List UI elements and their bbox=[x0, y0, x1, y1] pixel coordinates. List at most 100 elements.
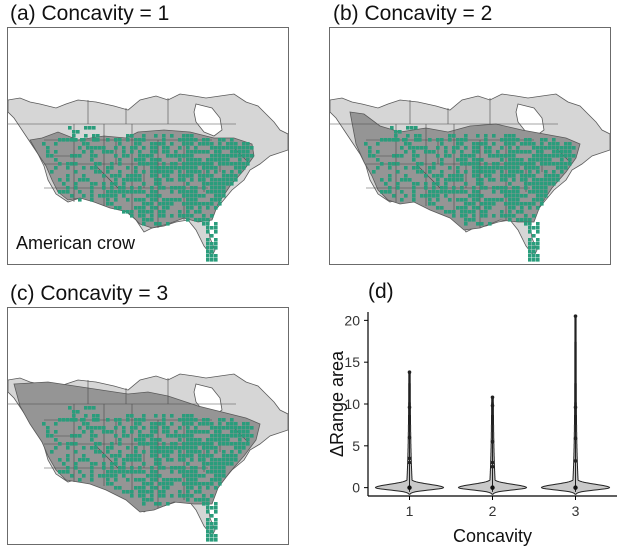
outlier-point bbox=[573, 459, 578, 463]
occurrence-cell bbox=[440, 158, 444, 162]
occurrence-cell bbox=[82, 458, 86, 462]
occurrence-cell bbox=[556, 174, 560, 178]
occurrence-cell bbox=[484, 150, 488, 154]
occurrence-cell bbox=[122, 182, 126, 186]
occurrence-cell bbox=[190, 194, 194, 198]
occurrence-cell bbox=[178, 446, 182, 450]
occurrence-cell bbox=[460, 178, 464, 182]
occurrence-cell bbox=[194, 202, 198, 206]
occurrence-cell bbox=[146, 482, 150, 486]
occurrence-cell bbox=[130, 490, 134, 494]
occurrence-cell bbox=[492, 198, 496, 202]
occurrence-cell bbox=[54, 422, 58, 426]
occurrence-cell bbox=[238, 146, 242, 150]
occurrence-cell bbox=[556, 154, 560, 158]
occurrence-cell bbox=[194, 186, 198, 190]
occurrence-cell bbox=[440, 186, 444, 190]
occurrence-cell bbox=[150, 474, 154, 478]
occurrence-cell bbox=[142, 414, 146, 418]
outlier-point bbox=[407, 405, 412, 410]
occurrence-cell bbox=[508, 210, 512, 214]
occurrence-cell bbox=[456, 178, 460, 182]
occurrence-cell bbox=[214, 154, 218, 158]
occurrence-cell bbox=[214, 462, 218, 466]
occurrence-cell bbox=[84, 406, 88, 410]
occurrence-cell bbox=[158, 186, 162, 190]
occurrence-cell bbox=[488, 170, 492, 174]
occurrence-cell bbox=[520, 210, 524, 214]
occurrence-cell bbox=[102, 182, 106, 186]
occurrence-cell bbox=[182, 138, 186, 142]
occurrence-cell bbox=[388, 138, 392, 142]
occurrence-cell bbox=[114, 434, 118, 438]
map-panel-a: American crow bbox=[7, 27, 289, 265]
occurrence-cell bbox=[492, 142, 496, 146]
occurrence-cell bbox=[186, 202, 190, 206]
occurrence-cell bbox=[456, 142, 460, 146]
occurrence-cell bbox=[234, 174, 238, 178]
occurrence-cell bbox=[218, 190, 222, 194]
occurrence-cell bbox=[410, 126, 414, 130]
occurrence-cell bbox=[226, 154, 230, 158]
outlier-point bbox=[573, 436, 578, 441]
occurrence-cell bbox=[194, 166, 198, 170]
occurrence-cell bbox=[456, 166, 460, 170]
occurrence-cell bbox=[206, 158, 210, 162]
occurrence-cell bbox=[464, 158, 468, 162]
y-tick-label: 20 bbox=[344, 312, 360, 328]
occurrence-cell bbox=[72, 134, 76, 138]
occurrence-cell bbox=[146, 434, 150, 438]
occurrence-cell bbox=[480, 202, 484, 206]
occurrence-cell bbox=[58, 442, 62, 446]
occurrence-cell bbox=[162, 494, 166, 498]
occurrence-cell bbox=[134, 478, 138, 482]
occurrence-cell bbox=[452, 214, 456, 218]
occurrence-cell bbox=[210, 506, 214, 510]
occurrence-cell bbox=[186, 446, 190, 450]
occurrence-cell bbox=[206, 530, 210, 534]
occurrence-cell bbox=[222, 418, 226, 422]
occurrence-cell bbox=[66, 178, 70, 182]
occurrence-cell bbox=[90, 470, 94, 474]
occurrence-cell bbox=[138, 210, 142, 214]
occurrence-cell bbox=[110, 462, 114, 466]
occurrence-cell bbox=[238, 446, 242, 450]
occurrence-cell bbox=[78, 426, 82, 430]
occurrence-cell bbox=[178, 418, 182, 422]
occurrence-cell bbox=[86, 422, 90, 426]
occurrence-cell bbox=[162, 486, 166, 490]
occurrence-cell bbox=[126, 174, 130, 178]
occurrence-cell bbox=[528, 230, 532, 234]
occurrence-cell bbox=[536, 246, 540, 250]
occurrence-cell bbox=[118, 454, 122, 458]
occurrence-cell bbox=[74, 466, 78, 470]
occurrence-cell bbox=[134, 454, 138, 458]
occurrence-cell bbox=[440, 138, 444, 142]
occurrence-cell bbox=[158, 158, 162, 162]
occurrence-cell bbox=[130, 466, 134, 470]
occurrence-cell bbox=[552, 142, 556, 146]
occurrence-cell bbox=[134, 146, 138, 150]
occurrence-cell bbox=[138, 138, 142, 142]
x-axis-label: Concavity bbox=[453, 526, 532, 546]
occurrence-cell bbox=[186, 206, 190, 210]
occurrence-cell bbox=[246, 442, 250, 446]
occurrence-cell bbox=[524, 218, 528, 222]
occurrence-cell bbox=[544, 194, 548, 198]
occurrence-cell bbox=[202, 498, 206, 502]
occurrence-cell bbox=[174, 466, 178, 470]
occurrence-cell bbox=[464, 170, 468, 174]
occurrence-cell bbox=[548, 142, 552, 146]
occurrence-cell bbox=[118, 162, 122, 166]
occurrence-cell bbox=[142, 438, 146, 442]
occurrence-cell bbox=[142, 146, 146, 150]
occurrence-cell bbox=[190, 418, 194, 422]
occurrence-cell bbox=[54, 166, 58, 170]
occurrence-cell bbox=[234, 430, 238, 434]
occurrence-cell bbox=[238, 154, 242, 158]
occurrence-cell bbox=[76, 130, 80, 134]
occurrence-cell bbox=[404, 194, 408, 198]
occurrence-cell bbox=[206, 430, 210, 434]
occurrence-cell bbox=[556, 162, 560, 166]
occurrence-cell bbox=[460, 206, 464, 210]
